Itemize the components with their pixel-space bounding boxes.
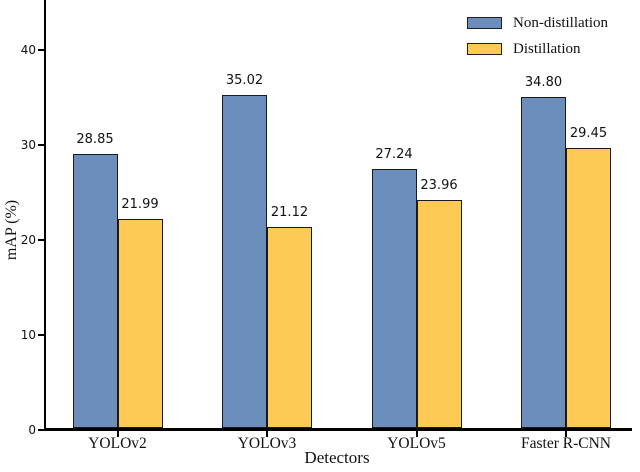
x-tick-mark [415,431,418,437]
legend-swatch-non-distillation [467,17,502,29]
bar-value-label: 29.45 [569,126,608,142]
bar-value-label: 34.80 [524,75,563,91]
bar-value-label: 21.12 [270,205,309,221]
legend-label-distillation: Distillation [513,40,581,57]
legend-item-distillation: Distillation [467,36,608,62]
y-tick-label: 0 [28,422,36,437]
legend-label-non-distillation: Non-distillation [513,14,608,31]
y-tick-label: 10 [20,327,36,342]
y-tick-label: 30 [20,137,36,152]
bar-non-distillation [222,95,267,428]
x-tick-mark [565,431,567,437]
y-tick-label: 20 [20,232,36,247]
y-tick-mark [38,428,45,431]
category-label: YOLOv2 [88,435,147,452]
bar-distillation [416,200,462,428]
legend-item-non-distillation: Non-distillation [467,10,608,36]
y-tick-mark [38,48,45,51]
category-label: Faster R-CNN [521,435,611,452]
x-tick-mark [266,431,268,437]
bar-value-label: 35.02 [225,73,264,89]
y-tick-mark [38,333,45,336]
x-axis-title: Detectors [304,448,370,467]
y-axis-title: mAP (%) [3,199,20,261]
x-axis [44,428,632,431]
x-tick-mark [116,431,119,437]
legend-swatch-distillation [467,43,502,55]
bar-value-label: 23.96 [420,178,458,194]
category-label: YOLOv5 [387,435,446,452]
bar-non-distillation [72,153,118,428]
category-label: YOLOv3 [237,435,297,452]
bar-non-distillation [521,97,566,428]
y-axis [44,0,46,431]
bar-value-label: 27.24 [375,147,413,163]
y-tick-mark [38,143,45,146]
y-tick-label: 40 [20,42,36,57]
bar-value-label: 21.99 [121,197,159,213]
legend: Non-distillation Distillation [467,10,608,62]
y-tick-mark [38,238,45,241]
bar-distillation [267,227,312,428]
bar-value-label: 28.85 [76,131,114,147]
bar-non-distillation [371,169,417,428]
bar-distillation [566,148,611,428]
bar-distillation [117,219,163,428]
